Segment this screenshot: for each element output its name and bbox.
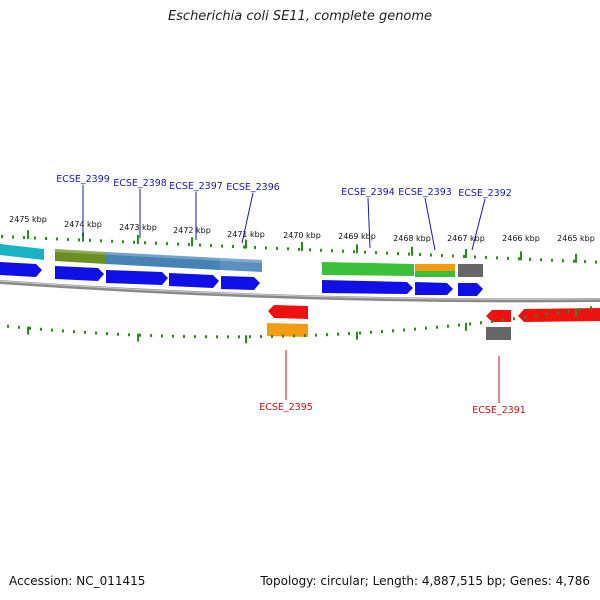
tick-label: 2465 kbp bbox=[557, 234, 595, 243]
gene-label[interactable]: ECSE_2397 bbox=[169, 181, 223, 192]
feature-bar-steelblue[interactable] bbox=[106, 252, 220, 270]
feature-bar-cyan[interactable] bbox=[0, 244, 44, 260]
gene-label[interactable]: ECSE_2391 bbox=[472, 405, 526, 416]
feature-bar-shading bbox=[55, 249, 262, 263]
feature-bar-gray[interactable] bbox=[458, 264, 483, 277]
cds-forward-arrow[interactable] bbox=[55, 266, 104, 281]
cds-forward-arrow[interactable] bbox=[458, 283, 483, 296]
gene-label[interactable]: ECSE_2398 bbox=[113, 178, 167, 189]
forward-cds-row bbox=[0, 262, 483, 296]
tick-label: 2468 kbp bbox=[393, 234, 431, 243]
gene-label[interactable]: ECSE_2394 bbox=[341, 187, 395, 198]
feature-bar-green[interactable] bbox=[322, 262, 414, 276]
cds-forward-arrow[interactable] bbox=[169, 273, 219, 288]
cds-forward-arrow[interactable] bbox=[106, 270, 168, 285]
minor-ticks bbox=[1, 235, 597, 339]
cds-forward-arrow[interactable] bbox=[221, 276, 260, 290]
tick-label: 2467 kbp bbox=[447, 234, 485, 243]
tick-label: 2475 kbp bbox=[9, 215, 47, 224]
gene-label-leader bbox=[241, 192, 254, 244]
gene-label[interactable]: ECSE_2395 bbox=[259, 402, 313, 413]
reverse-feature-row bbox=[267, 305, 600, 340]
gene-label[interactable]: ECSE_2392 bbox=[458, 188, 512, 199]
tick-label: 2470 kbp bbox=[283, 231, 321, 240]
gene-label[interactable]: ECSE_2396 bbox=[226, 182, 280, 193]
gene-labels: ECSE_2399 ECSE_2398 ECSE_2397 ECSE_2396 ECSE… bbox=[56, 174, 526, 416]
gene-label-leader bbox=[471, 198, 486, 251]
genome-backbone bbox=[0, 280, 600, 303]
tick-label: 2473 kbp bbox=[119, 223, 157, 232]
feature-bar-orange[interactable] bbox=[267, 323, 308, 337]
genome-title: Escherichia coli SE11, complete genome bbox=[167, 9, 433, 24]
cds-reverse-arrow[interactable] bbox=[268, 305, 308, 319]
accession-text: Accession: NC_011415 bbox=[9, 574, 146, 588]
feature-bar-orange[interactable] bbox=[415, 264, 455, 271]
tick-label: 2469 kbp bbox=[338, 232, 376, 241]
cds-reverse-arrow[interactable] bbox=[486, 310, 511, 322]
gene-label-leader bbox=[367, 197, 371, 249]
feature-bar-olive[interactable] bbox=[55, 249, 106, 264]
genome-summary-text: Topology: circular; Length: 4,887,515 bp… bbox=[260, 574, 590, 588]
gene-label[interactable]: ECSE_2399 bbox=[56, 174, 110, 185]
tick-label: 2466 kbp bbox=[502, 234, 540, 243]
cds-forward-arrow[interactable] bbox=[0, 262, 42, 277]
cds-reverse-arrow[interactable] bbox=[518, 308, 600, 322]
forward-feature-row-1 bbox=[0, 244, 483, 277]
gene-label[interactable]: ECSE_2393 bbox=[398, 187, 452, 198]
feature-bar-steelblue-2[interactable] bbox=[220, 258, 262, 272]
gene-label-leader bbox=[424, 197, 436, 251]
cds-forward-arrow[interactable] bbox=[415, 282, 453, 295]
genome-backbone-highlight bbox=[0, 280, 600, 300]
tick-label: 2472 kbp bbox=[173, 226, 211, 235]
tick-label: 2471 kbp bbox=[227, 230, 265, 239]
feature-bar-green-2[interactable] bbox=[415, 271, 455, 277]
feature-bar-gray[interactable] bbox=[486, 327, 511, 340]
cds-forward-arrow[interactable] bbox=[322, 280, 413, 294]
